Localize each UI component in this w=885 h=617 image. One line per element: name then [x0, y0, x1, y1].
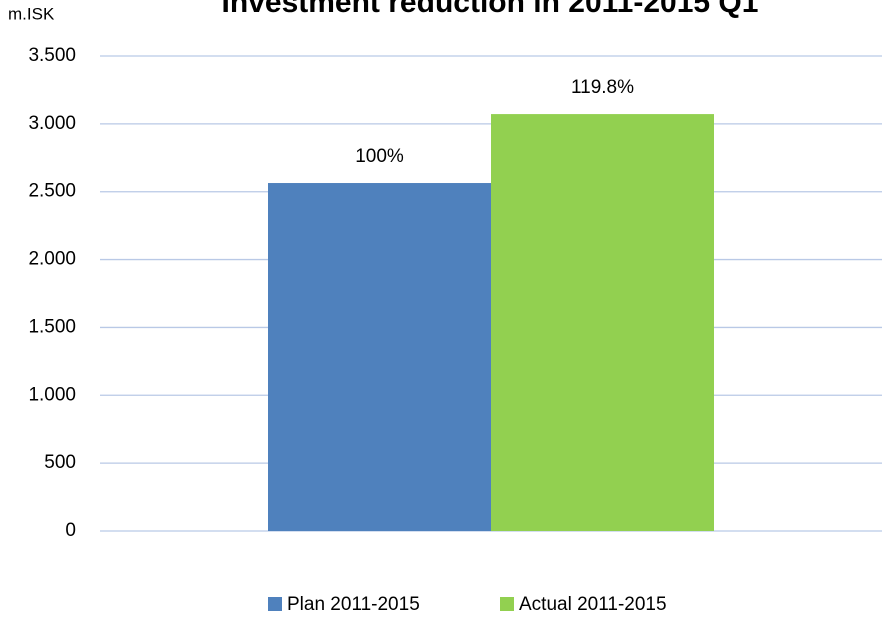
y-tick-label: 500: [44, 452, 76, 473]
legend-swatch: [500, 597, 514, 611]
y-axis-label: m.ISK: [8, 4, 55, 23]
chart-title: Investment reduction in 2011-2015 Q1: [222, 0, 759, 19]
legend-label: Plan 2011-2015: [287, 594, 420, 615]
bar: [268, 183, 491, 531]
bar-annotation: 100%: [355, 146, 404, 167]
y-tick-label: 0: [65, 520, 76, 541]
y-tick-label: 3.000: [28, 113, 76, 134]
y-tick-label: 1.500: [28, 316, 76, 337]
bar: [491, 114, 714, 531]
bar-annotation: 119.8%: [571, 77, 634, 98]
legend-swatch: [268, 597, 282, 611]
y-tick-label: 2.500: [28, 181, 76, 202]
y-tick-label: 2.000: [28, 249, 76, 270]
y-tick-label: 3.500: [28, 45, 76, 66]
legend-label: Actual 2011-2015: [519, 594, 667, 615]
y-tick-label: 1.000: [28, 384, 76, 405]
